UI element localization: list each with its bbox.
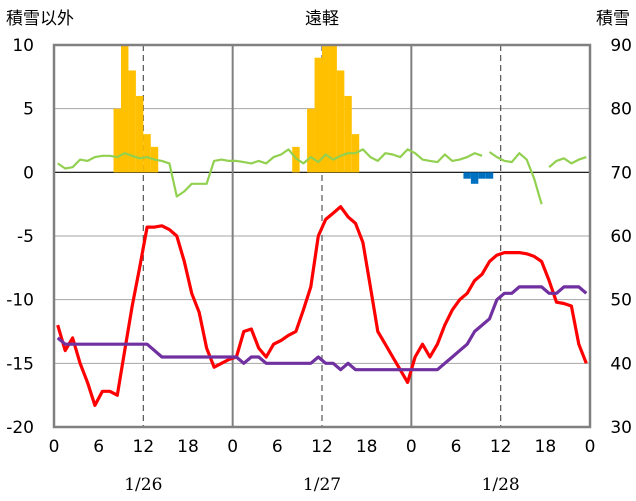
precipitation-bar — [121, 45, 129, 173]
x-tick: 0 — [227, 437, 238, 457]
left-axis-ticks: 10 5 0 -5 -10 -15 -20 — [6, 36, 34, 438]
y-tick-left: 5 — [23, 100, 34, 120]
plot-frame — [52, 43, 592, 429]
right-axis-label: 積雪 — [596, 9, 630, 29]
x-axis-ticks: 0 6 12 18 0 6 12 18 0 6 12 18 0 — [49, 437, 596, 457]
series-line-snow-depth — [56, 285, 588, 372]
y-tick-right: 30 — [610, 418, 632, 438]
precipitation-bar — [135, 95, 144, 173]
x-tick: 12 — [490, 437, 512, 457]
x-tick: 0 — [406, 437, 417, 457]
left-axis-label: 積雪以外 — [6, 9, 74, 29]
x-tick: 12 — [133, 437, 155, 457]
date-label: 1/27 — [303, 475, 341, 495]
x-tick: 18 — [535, 437, 557, 457]
series-line-wind — [57, 148, 483, 198]
y-tick-right: 40 — [610, 354, 632, 374]
series-lines — [56, 148, 588, 407]
series-line-wind — [548, 156, 587, 169]
y-tick-left: -5 — [17, 227, 34, 247]
snow-change-bar — [463, 172, 471, 179]
precipitation-bar — [314, 57, 322, 173]
precipitation-bar — [143, 134, 151, 173]
station-title: 遠軽 — [305, 9, 339, 29]
precipitation-bar — [344, 95, 352, 173]
x-tick: 12 — [311, 437, 333, 457]
precipitation-bar — [307, 108, 315, 173]
x-tick: 6 — [93, 437, 104, 457]
x-tick: 6 — [272, 437, 283, 457]
precipitation-bar — [329, 45, 337, 173]
precipitation-bar — [128, 70, 136, 173]
date-label: 1/28 — [482, 475, 520, 495]
x-tick: 0 — [585, 437, 596, 457]
right-axis-ticks: 90 80 70 60 50 40 30 — [610, 36, 632, 438]
precipitation-bar — [322, 45, 330, 173]
x-tick: 6 — [451, 437, 462, 457]
precipitation-bar — [336, 70, 345, 173]
x-tick: 18 — [177, 437, 199, 457]
series-line-wind — [488, 151, 543, 205]
y-tick-right: 60 — [610, 227, 632, 247]
series-line-temperature — [56, 205, 588, 407]
date-labels: 1/26 1/27 1/28 — [124, 475, 520, 495]
y-tick-right: 80 — [610, 100, 632, 120]
snow-change-bars — [463, 172, 494, 184]
snow-change-bar — [478, 172, 486, 179]
y-tick-left: -10 — [6, 291, 34, 311]
x-tick: 0 — [49, 437, 60, 457]
y-tick-left: 0 — [23, 163, 34, 183]
y-tick-right: 90 — [610, 36, 632, 56]
date-label: 1/26 — [124, 475, 162, 495]
y-tick-left: 10 — [12, 36, 34, 56]
y-tick-left: -15 — [6, 354, 34, 374]
precipitation-bar — [113, 108, 121, 173]
snow-change-bar — [485, 172, 494, 179]
y-tick-right: 50 — [610, 291, 632, 311]
x-tick: 18 — [356, 437, 378, 457]
y-tick-right: 70 — [610, 163, 632, 183]
y-tick-left: -20 — [6, 418, 34, 438]
snow-change-bar — [470, 172, 479, 184]
